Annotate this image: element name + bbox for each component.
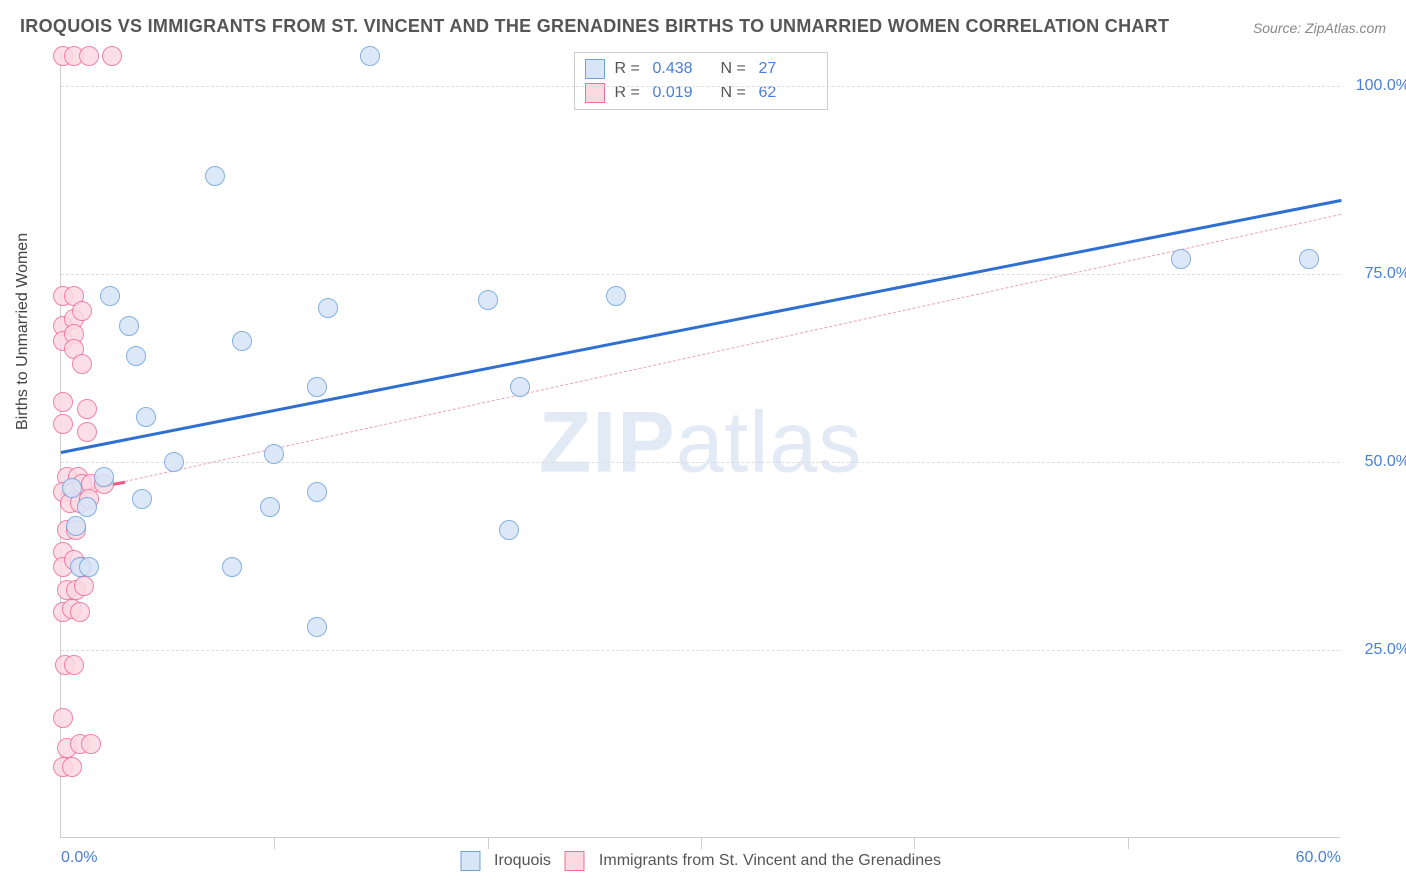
data-point-iroquois	[510, 377, 530, 397]
data-point-svg-imm	[77, 399, 97, 419]
data-point-iroquois	[360, 46, 380, 66]
data-point-iroquois	[66, 516, 86, 536]
data-point-iroquois	[260, 497, 280, 517]
x-tick	[914, 837, 915, 849]
data-point-iroquois	[232, 331, 252, 351]
gridline-h	[61, 462, 1340, 463]
data-point-svg-imm	[81, 734, 101, 754]
data-point-svg-imm	[70, 602, 90, 622]
data-point-svg-imm	[72, 354, 92, 374]
x-tick	[1128, 837, 1129, 849]
legend-stats: R = 0.438 N = 27 R = 0.019 N = 62	[574, 52, 828, 110]
y-tick-label: 25.0%	[1350, 641, 1406, 659]
legend-r-label: R =	[615, 84, 643, 102]
data-point-iroquois	[119, 316, 139, 336]
data-point-iroquois	[164, 452, 184, 472]
legend-series-label: Immigrants from St. Vincent and the Gren…	[599, 852, 941, 870]
y-tick-label: 75.0%	[1350, 265, 1406, 283]
watermark: ZIPatlas	[539, 393, 862, 492]
legend-n-label: N =	[721, 84, 749, 102]
data-point-iroquois	[499, 520, 519, 540]
gridline-h	[61, 650, 1340, 651]
chart-title: IROQUOIS VS IMMIGRANTS FROM ST. VINCENT …	[20, 16, 1169, 37]
data-point-iroquois	[79, 557, 99, 577]
legend-series: Iroquois Immigrants from St. Vincent and …	[460, 851, 941, 871]
trend-line	[61, 198, 1342, 453]
x-tick	[274, 837, 275, 849]
data-point-iroquois	[132, 489, 152, 509]
data-point-svg-imm	[64, 655, 84, 675]
data-point-iroquois	[62, 478, 82, 498]
data-point-iroquois	[100, 286, 120, 306]
data-point-iroquois	[606, 286, 626, 306]
data-point-iroquois	[1299, 249, 1319, 269]
chart-container: IROQUOIS VS IMMIGRANTS FROM ST. VINCENT …	[0, 0, 1406, 892]
gridline-h	[61, 274, 1340, 275]
data-point-iroquois	[77, 497, 97, 517]
legend-r-label: R =	[615, 60, 643, 78]
data-point-iroquois	[264, 444, 284, 464]
legend-swatch	[565, 851, 585, 871]
data-point-svg-imm	[53, 392, 73, 412]
legend-n-value: 62	[759, 84, 817, 102]
data-point-svg-imm	[79, 46, 99, 66]
plot-area: ZIPatlas R =0.438N =27R =0.019N =62 Iroq…	[60, 48, 1340, 838]
data-point-iroquois	[136, 407, 156, 427]
legend-series-label: Iroquois	[494, 852, 551, 870]
x-tick	[701, 837, 702, 849]
trend-line	[125, 214, 1341, 482]
data-point-iroquois	[205, 166, 225, 186]
x-tick	[488, 837, 489, 849]
watermark-bold: ZIP	[539, 394, 676, 490]
data-point-iroquois	[478, 290, 498, 310]
data-point-iroquois	[1171, 249, 1191, 269]
legend-r-value: 0.438	[653, 60, 711, 78]
data-point-iroquois	[222, 557, 242, 577]
legend-stats-row: R = 0.019 N = 62	[585, 81, 817, 105]
y-tick-label: 100.0%	[1350, 77, 1406, 95]
data-point-svg-imm	[72, 301, 92, 321]
legend-r-value: 0.019	[653, 84, 711, 102]
data-point-iroquois	[94, 467, 114, 487]
x-tick-label: 60.0%	[1296, 849, 1341, 867]
data-point-svg-imm	[77, 422, 97, 442]
source-attribution: Source: ZipAtlas.com	[1253, 20, 1386, 36]
data-point-iroquois	[318, 298, 338, 318]
y-axis-label: Births to Unmarried Women	[14, 233, 32, 430]
data-point-svg-imm	[102, 46, 122, 66]
legend-n-value: 27	[759, 60, 817, 78]
legend-swatch	[585, 59, 605, 79]
legend-n-label: N =	[721, 60, 749, 78]
data-point-svg-imm	[53, 708, 73, 728]
data-point-iroquois	[307, 377, 327, 397]
legend-stats-row: R = 0.438 N = 27	[585, 57, 817, 81]
x-tick-label: 0.0%	[61, 849, 97, 867]
data-point-svg-imm	[53, 414, 73, 434]
gridline-h	[61, 86, 1340, 87]
data-point-iroquois	[126, 346, 146, 366]
data-point-iroquois	[307, 482, 327, 502]
y-tick-label: 50.0%	[1350, 453, 1406, 471]
legend-swatch	[460, 851, 480, 871]
watermark-rest: atlas	[676, 394, 863, 490]
data-point-svg-imm	[62, 757, 82, 777]
data-point-svg-imm	[74, 576, 94, 596]
data-point-iroquois	[307, 617, 327, 637]
